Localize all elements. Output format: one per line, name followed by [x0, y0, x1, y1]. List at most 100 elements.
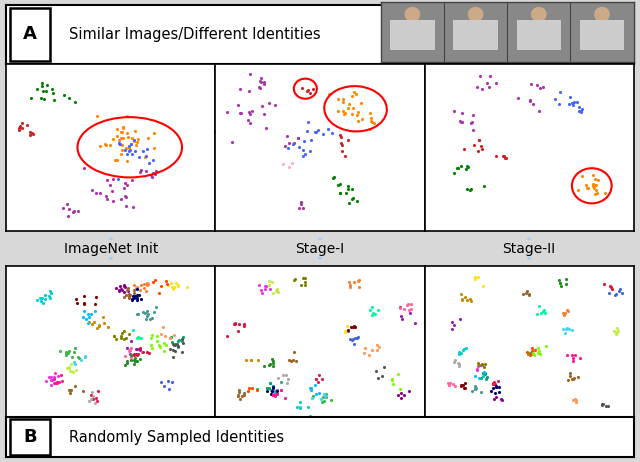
Point — [122, 151, 132, 158]
Point — [460, 384, 470, 392]
Point — [339, 98, 349, 106]
Point — [121, 202, 131, 210]
Point — [129, 350, 139, 357]
Point — [235, 109, 245, 116]
Point — [403, 300, 413, 308]
Point — [588, 171, 598, 179]
Point — [604, 289, 614, 296]
Point — [353, 111, 363, 119]
Point — [367, 312, 377, 319]
Point — [95, 189, 105, 196]
Point — [525, 352, 535, 359]
Point — [600, 189, 610, 197]
Point — [120, 292, 131, 299]
Point — [45, 377, 56, 384]
Point — [125, 353, 136, 361]
Point — [468, 112, 479, 119]
Point — [370, 310, 380, 318]
Point — [294, 143, 304, 150]
Point — [480, 370, 490, 377]
Point — [284, 140, 294, 147]
Point — [243, 116, 253, 124]
Point — [344, 101, 354, 108]
Point — [306, 386, 316, 394]
Point — [116, 195, 126, 203]
Point — [335, 180, 346, 188]
Point — [613, 327, 623, 334]
Point — [167, 378, 177, 386]
Point — [125, 351, 136, 359]
Point — [265, 379, 275, 387]
Point — [127, 296, 138, 304]
Point — [234, 320, 244, 328]
Point — [129, 137, 139, 144]
Point — [116, 285, 126, 292]
Point — [454, 348, 465, 356]
Point — [266, 386, 276, 393]
Point — [122, 182, 132, 189]
Point — [14, 126, 24, 134]
Point — [38, 87, 48, 95]
Point — [314, 372, 324, 379]
Point — [498, 152, 508, 160]
Point — [26, 129, 36, 137]
Point — [122, 345, 132, 352]
Point — [268, 383, 278, 390]
Point — [26, 94, 36, 101]
Point — [485, 73, 495, 80]
Point — [611, 329, 621, 336]
Point — [566, 351, 577, 359]
Point — [129, 281, 139, 289]
Point — [571, 396, 581, 403]
Point — [564, 369, 575, 377]
Point — [470, 372, 480, 380]
Point — [449, 358, 460, 365]
Point — [121, 193, 131, 201]
Point — [456, 291, 467, 298]
Point — [68, 369, 78, 376]
Point — [561, 324, 572, 332]
Point — [112, 157, 122, 164]
Point — [268, 279, 278, 286]
Point — [488, 380, 498, 388]
Point — [348, 335, 358, 343]
Point — [491, 393, 501, 400]
Point — [477, 360, 487, 368]
Point — [311, 375, 321, 383]
Point — [526, 80, 536, 88]
Point — [90, 307, 100, 314]
Point — [474, 374, 484, 382]
Point — [119, 335, 129, 342]
Point — [253, 356, 263, 364]
Point — [61, 351, 71, 359]
Text: Similar Images/Different Identities: Similar Images/Different Identities — [69, 27, 321, 42]
Point — [129, 295, 139, 302]
Point — [115, 141, 125, 148]
Point — [91, 293, 101, 301]
Point — [371, 367, 381, 375]
Point — [399, 305, 410, 312]
Point — [561, 280, 572, 288]
Point — [555, 279, 565, 286]
Point — [120, 179, 131, 187]
Point — [56, 372, 66, 379]
Point — [481, 79, 492, 87]
Point — [259, 78, 269, 85]
Point — [132, 357, 142, 365]
Point — [319, 393, 330, 400]
Point — [324, 91, 335, 98]
Point — [35, 294, 45, 301]
Point — [298, 146, 308, 154]
Point — [465, 297, 476, 304]
Point — [136, 334, 146, 341]
Point — [109, 333, 119, 340]
Point — [265, 286, 275, 293]
Point — [61, 349, 72, 357]
Point — [165, 334, 175, 341]
Point — [458, 346, 468, 354]
Text: Stage-II: Stage-II — [502, 242, 556, 255]
Point — [90, 318, 100, 326]
Point — [102, 176, 113, 184]
Point — [470, 385, 480, 392]
Point — [272, 287, 282, 295]
